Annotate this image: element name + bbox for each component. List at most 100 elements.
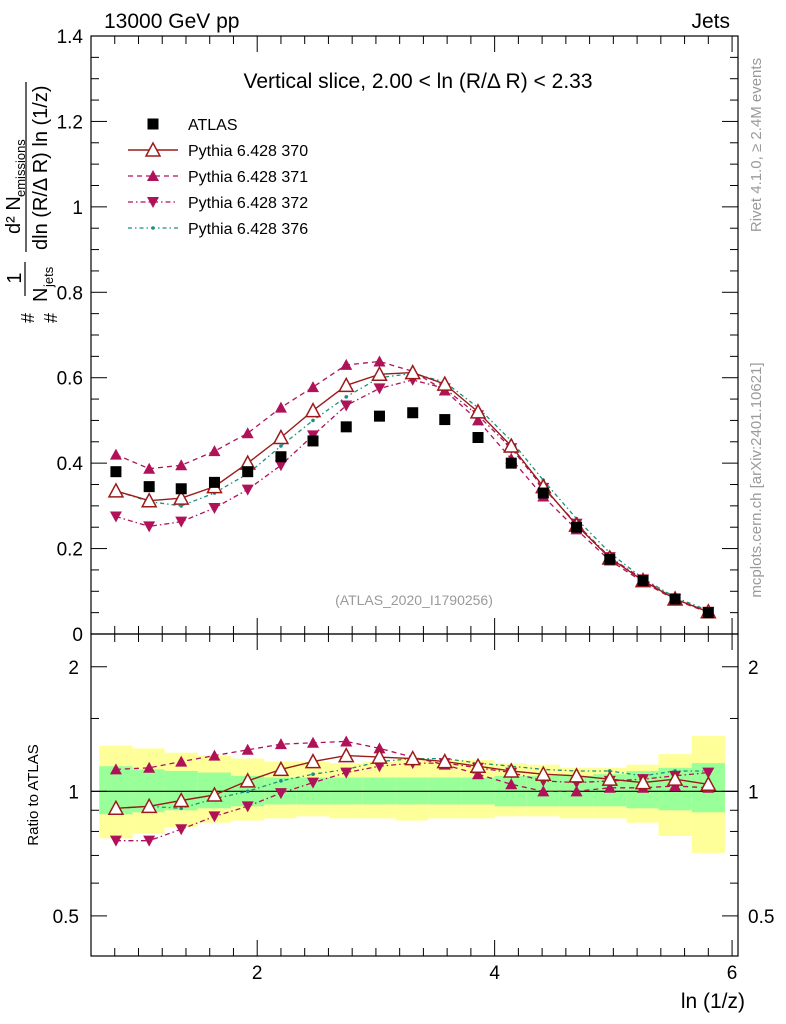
data-point-pythia-6-428-371 (241, 427, 254, 439)
ratio-point-pythia-6-428-371 (241, 743, 254, 755)
data-point-pythia-6-428-370 (337, 376, 355, 393)
data-point-atlas (472, 432, 484, 444)
data-point-atlas (307, 435, 319, 447)
x-tick-label: 4 (489, 963, 500, 984)
legend-marker (147, 118, 159, 130)
main-y-tick-label: 0.8 (57, 283, 83, 304)
data-point-pythia-6-428-372 (274, 460, 287, 472)
ylabel-den: dln (R/Δ R) ln (1/z) (30, 85, 52, 250)
legend-label: Pythia 6.428 372 (188, 195, 308, 212)
data-point-pythia-6-428-370 (436, 375, 454, 391)
ratio-point-pythia-6-428-371 (472, 768, 485, 780)
legend-label: Pythia 6.428 376 (188, 221, 308, 238)
ratio-plot-frame (90, 633, 739, 957)
ratio-point-pythia-6-428-376 (279, 779, 283, 783)
ratio-point-pythia-6-428-370 (469, 757, 487, 773)
legend-label: ATLAS (188, 117, 238, 134)
legend: ATLAS Pythia 6.428 370 Pythia 6.428 371 Pyt… (128, 117, 308, 238)
slice-title: Vertical slice, 2.00 < ln (R/Δ R) < 2.33 (243, 70, 592, 93)
mcplots-reference-text: mcplots.cern.ch [arXiv:2401.10621] (748, 362, 765, 597)
ratio-y-tick-label-left: 1 (68, 782, 79, 803)
data-point-pythia-6-428-372 (373, 383, 386, 395)
legend-marker (147, 170, 159, 181)
ratio-point-pythia-6-428-372 (143, 835, 156, 847)
ratio-point-pythia-6-428-372 (373, 761, 386, 773)
data-point-pythia-6-428-370 (404, 364, 421, 380)
main-y-tick-label: 1.2 (57, 112, 83, 133)
ratio-point-pythia-6-428-371 (570, 785, 583, 797)
ylabel-prefix-den: N (30, 288, 52, 302)
ratio-point-pythia-6-428-371 (373, 742, 386, 754)
ratio-point-pythia-6-428-371 (306, 736, 319, 748)
data-point-pythia-6-428-376 (179, 504, 184, 508)
ratio-point-pythia-6-428-371 (175, 755, 188, 767)
ratio-point-pythia-6-428-370 (404, 749, 421, 766)
ylabel-prefix-den-sub: jets (41, 266, 56, 288)
main-y-axis: 0 0.2 0.4 0.6 0.8 1 1.2 1.4 (57, 27, 738, 646)
data-point-atlas (242, 466, 254, 478)
legend-label: Pythia 6.428 370 (188, 143, 308, 160)
data-point-atlas (143, 481, 155, 493)
data-point-pythia-6-428-376 (279, 444, 283, 448)
ratio-point-pythia-6-428-370 (436, 753, 454, 769)
ratio-point-pythia-6-428-370 (206, 786, 223, 802)
data-point-atlas (373, 410, 385, 422)
data-point-pythia-6-428-370 (140, 492, 158, 508)
ratio-point-pythia-6-428-371 (109, 763, 122, 775)
header-left: 13000 GeV pp (104, 10, 239, 33)
ratio-point-pythia-6-428-370 (140, 797, 158, 814)
ratio-point-pythia-6-428-372 (274, 788, 287, 800)
ratio-point-pythia-6-428-376 (311, 772, 315, 777)
ratio-plot: 0.5 1 2 0.5 1 2 2 4 6 Ratio to ATLAS (25, 633, 775, 984)
data-point-atlas (407, 407, 419, 419)
header-right: Jets (691, 10, 730, 33)
ratio-point-pythia-6-428-370 (601, 770, 619, 786)
ratio-y-label: Ratio to ATLAS (25, 744, 42, 845)
data-point-pythia-6-428-371 (340, 358, 353, 370)
data-point-pythia-6-428-371 (373, 355, 386, 367)
ratio-point-pythia-6-428-372 (702, 767, 715, 779)
data-point-atlas (208, 476, 220, 488)
main-y-tick-label: 0.6 (57, 369, 83, 390)
data-point-pythia-6-428-372 (175, 516, 188, 528)
data-point-atlas (571, 521, 583, 533)
legend-marker (147, 197, 159, 208)
x-tick-label: 2 (252, 963, 263, 984)
ratio-y-tick-label-left: 2 (68, 658, 79, 679)
main-y-label: # # 1 N jets d² N emissions dln (R/Δ R) … (3, 82, 61, 323)
main-y-tick-label: 1.4 (57, 27, 84, 48)
analysis-watermark: (ATLAS_2020_I1790256) (335, 592, 493, 608)
ratio-point-pythia-6-428-371 (505, 778, 518, 790)
main-y-tick-label: 1 (72, 198, 83, 219)
data-point-pythia-6-428-371 (472, 414, 485, 426)
ratio-point-pythia-6-428-370 (634, 773, 652, 790)
x-tick-label: 6 (727, 963, 738, 984)
ratio-y-tick-label-right: 1 (748, 782, 759, 803)
ratio-y-tick-label-left: 0.5 (53, 907, 79, 928)
legend-marker (144, 141, 162, 157)
ratio-point-pythia-6-428-372 (306, 777, 319, 789)
ylabel-prefix-num: 1 (4, 272, 26, 283)
data-point-pythia-6-428-376 (311, 418, 315, 423)
data-point-pythia-6-428-372 (143, 521, 156, 533)
series-line-pythia-6-428-371 (115, 360, 709, 614)
data-point-atlas (505, 457, 517, 469)
ratio-point-pythia-6-428-370 (304, 753, 322, 769)
ratio-point-pythia-6-428-370 (337, 747, 355, 763)
x-axis-label: ln (1/z) (681, 990, 745, 1013)
data-point-pythia-6-428-371 (306, 381, 319, 393)
main-y-tick-label: 0 (72, 625, 83, 646)
ratio-y-axis: 0.5 1 2 0.5 1 2 (53, 658, 775, 928)
ratio-point-pythia-6-428-371 (143, 761, 156, 773)
data-point-pythia-6-428-371 (208, 445, 221, 457)
ratio-point-pythia-6-428-370 (666, 770, 684, 786)
main-y-tick-label: 0.2 (57, 540, 83, 561)
ylabel-hash-bottom: # (41, 313, 61, 323)
ratio-point-pythia-6-428-371 (274, 738, 287, 750)
ratio-point-pythia-6-428-371 (340, 735, 353, 747)
data-point-pythia-6-428-376 (344, 395, 349, 399)
data-point-pythia-6-428-371 (274, 401, 287, 413)
data-point-atlas (537, 487, 549, 499)
data-point-pythia-6-428-370 (107, 482, 125, 498)
